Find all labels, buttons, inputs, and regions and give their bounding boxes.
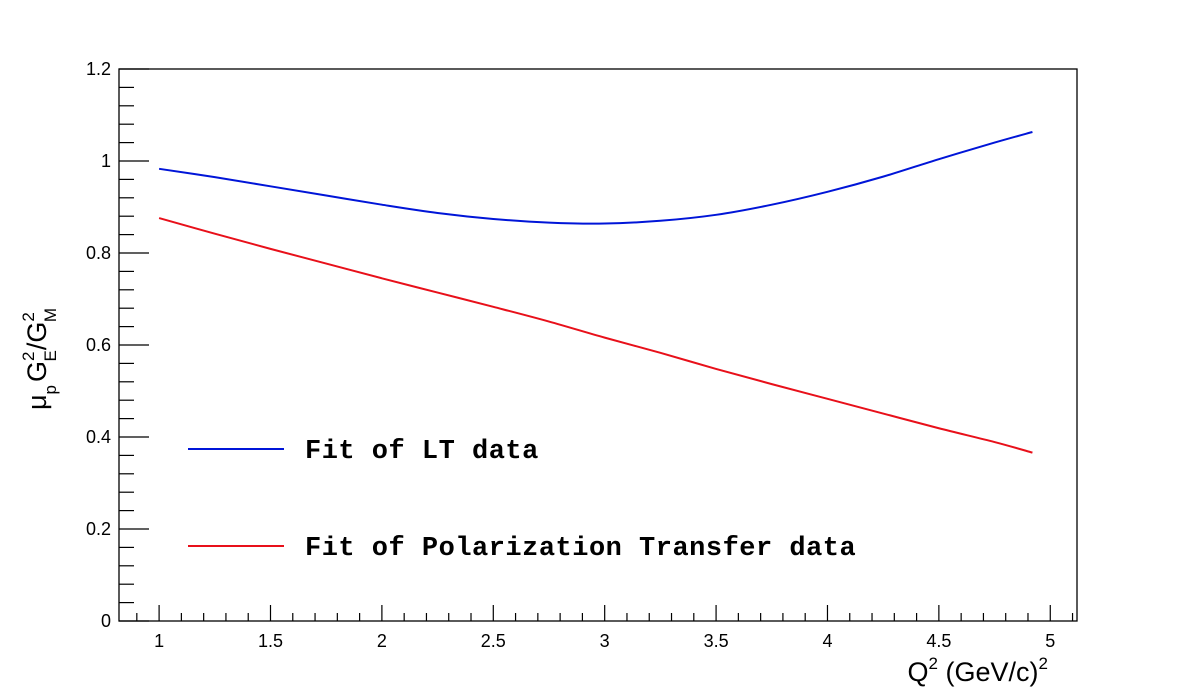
y-axis-title-ge-sub: E [41, 350, 60, 361]
series-line-polarization-transfer-fit [158, 217, 1033, 454]
legend-label: Fit of LT data [305, 437, 539, 467]
x-tick-label: 5 [1045, 631, 1055, 651]
axis-ticks [119, 68, 1074, 622]
y-tick-label: 1.2 [86, 59, 111, 79]
y-tick-label: 1 [101, 151, 111, 171]
x-tick-label: 4.5 [926, 631, 951, 651]
tick-labels: 1 1.5 2 2.5 3 3.5 4 4.5 5 0 0.2 0.4 0.6 0.8 1 1.2 [86, 59, 1055, 651]
x-tick-label: 2 [377, 631, 387, 651]
x-axis-title-rest-sup: 2 [1039, 654, 1048, 673]
y-axis-title-gm-sup: 2 [19, 312, 38, 321]
x-tick-label: 1.5 [258, 631, 283, 651]
y-axis-title-mu-sub: p [41, 385, 60, 394]
x-axis-title-base: Q [908, 657, 929, 687]
y-axis-title-mu: μ [22, 394, 52, 410]
y-axis-title: μpG2 E/G2 M [19, 308, 60, 410]
y-axis-title-ge-sup: 2 [19, 351, 38, 360]
x-tick-label: 2.5 [481, 631, 506, 651]
series-layer [158, 131, 1033, 454]
y-tick-label: 0.2 [86, 519, 111, 539]
y-tick-label: 0 [101, 611, 111, 631]
x-axis-title: Q2 (GeV/c)2 [908, 654, 1048, 687]
x-tick-label: 3 [600, 631, 610, 651]
legend-label: Fit of Polarization Transfer data [305, 534, 856, 564]
y-axis-title-ge: G [22, 361, 52, 382]
y-tick-label: 0.4 [86, 427, 111, 447]
x-axis-title-rest: (GeV/c) [938, 657, 1039, 687]
y-axis-title-gm: G [22, 322, 52, 343]
x-tick-label: 4 [822, 631, 832, 651]
y-tick-label: 0.8 [86, 243, 111, 263]
x-tick-label: 1 [154, 631, 164, 651]
y-axis-title-gm-sub: M [41, 308, 60, 322]
y-axis-title-slash: / [22, 342, 52, 350]
x-tick-label: 3.5 [704, 631, 729, 651]
y-tick-label: 0.6 [86, 335, 111, 355]
series-line-lt-fit [158, 131, 1033, 225]
legend: Fit of LT data Fit of Polarization Transf… [188, 437, 856, 564]
x-axis-title-sup: 2 [929, 654, 938, 673]
